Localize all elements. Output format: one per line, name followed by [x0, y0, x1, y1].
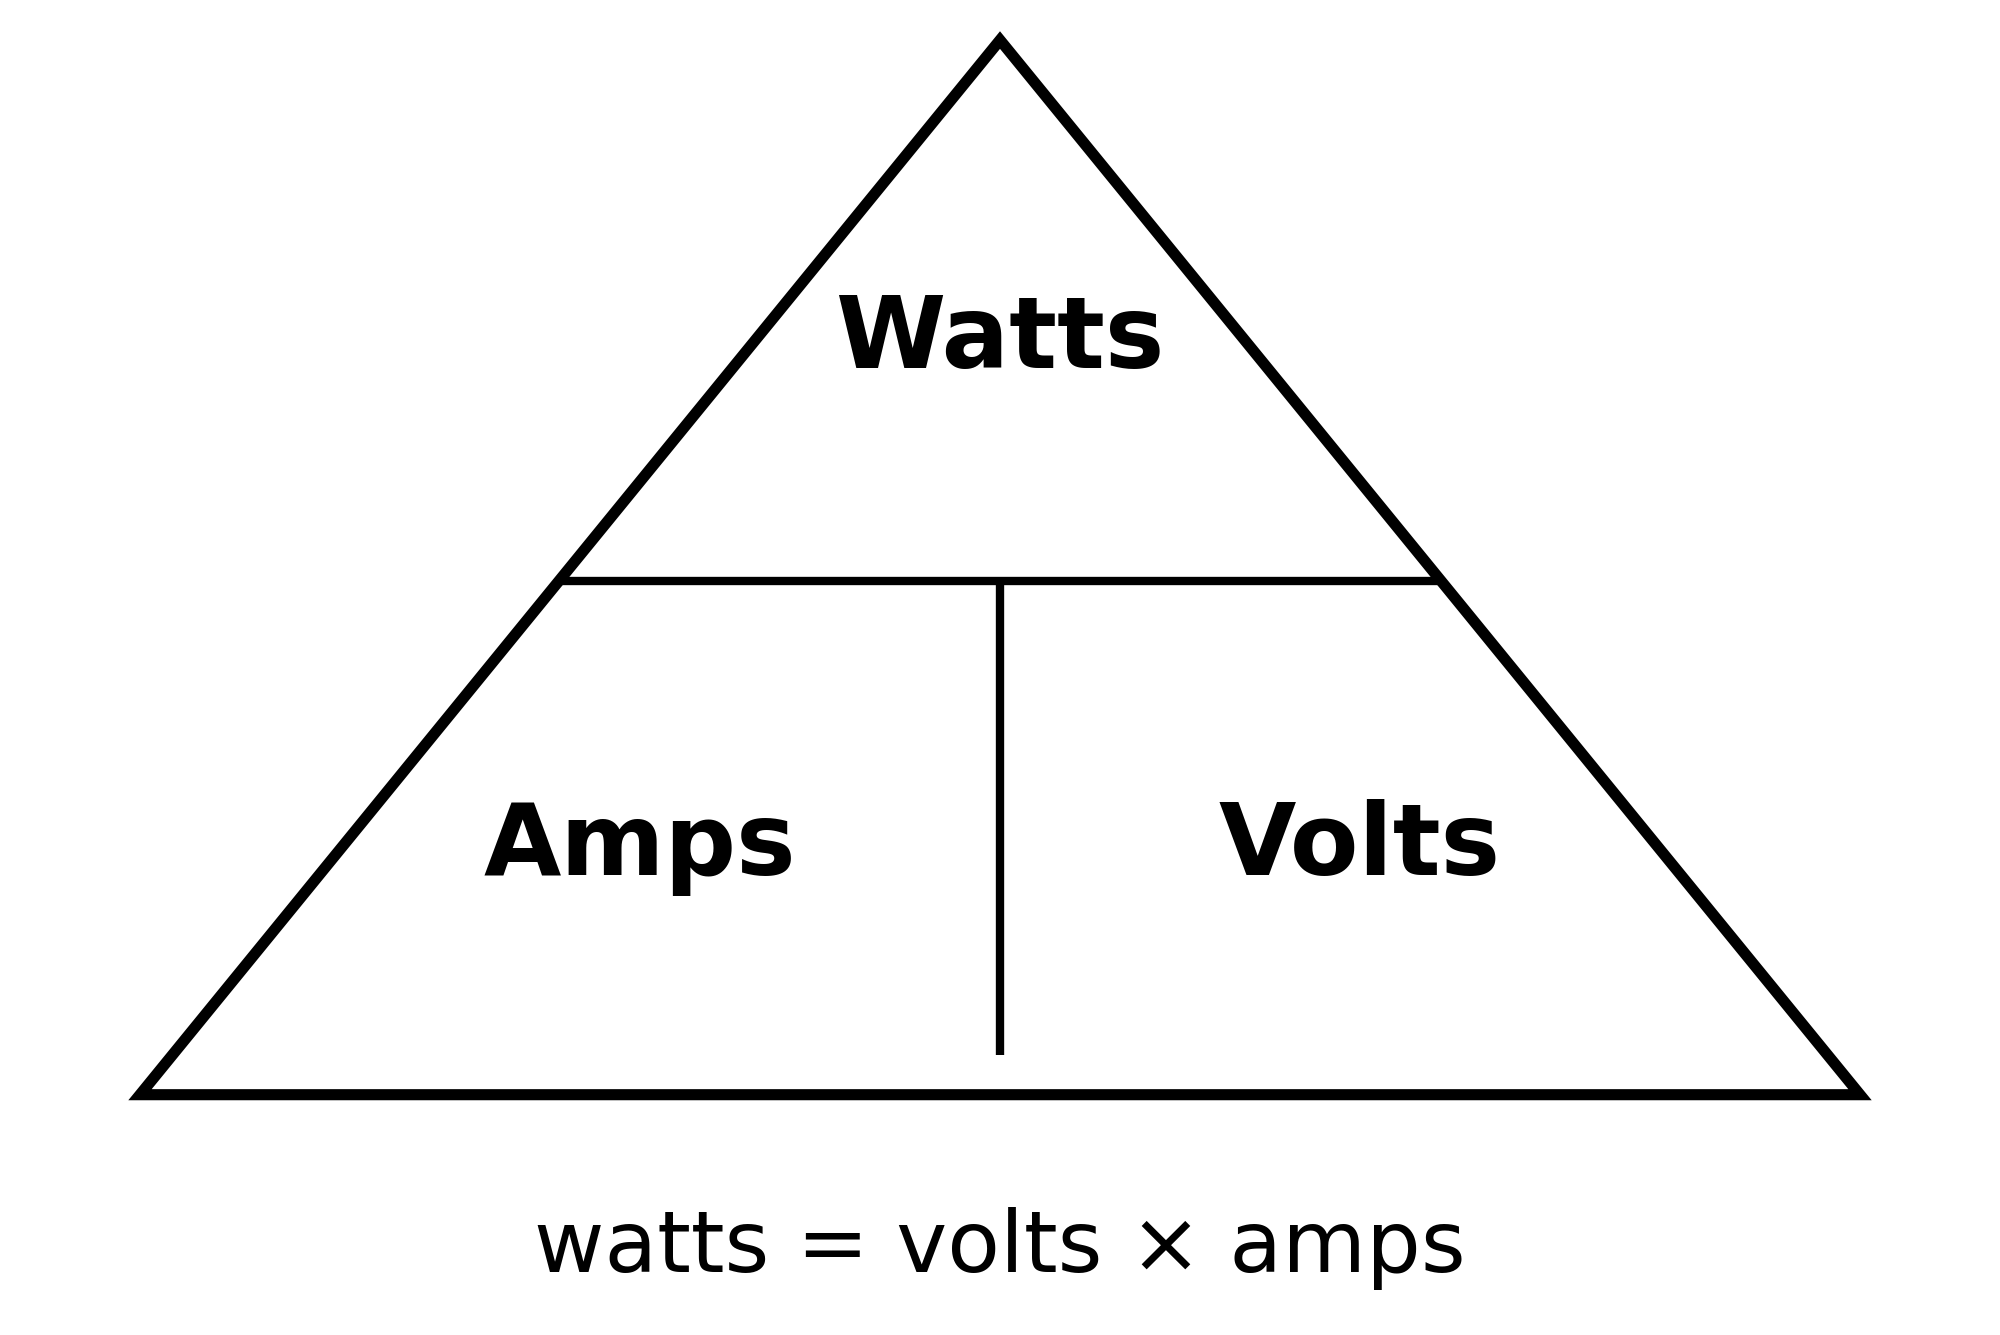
Text: Volts: Volts	[1218, 800, 1502, 896]
Text: Watts: Watts	[836, 292, 1164, 388]
Text: watts = volts × amps: watts = volts × amps	[534, 1207, 1466, 1290]
Text: Amps: Amps	[484, 800, 796, 896]
